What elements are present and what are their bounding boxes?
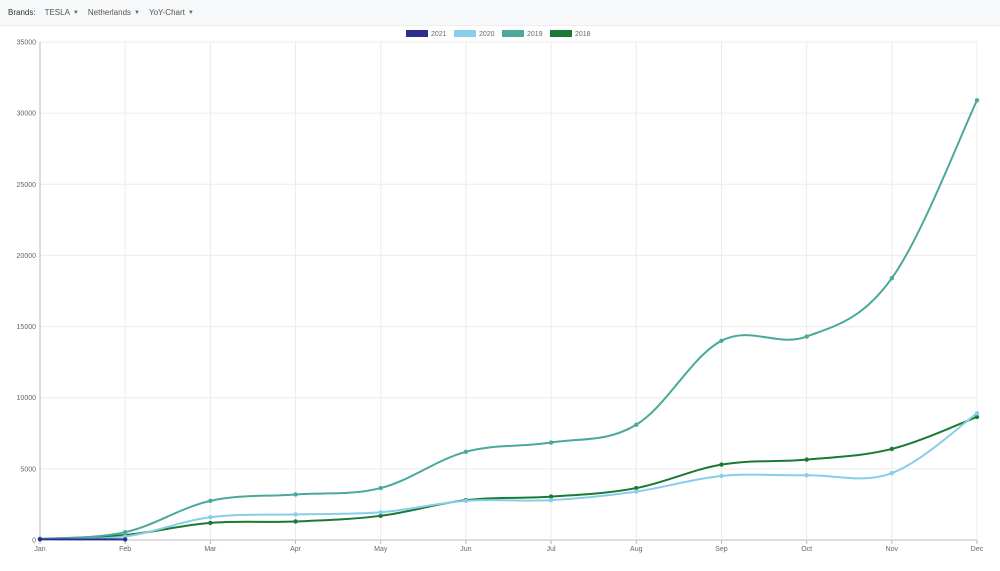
y-tick-label: 20000 xyxy=(17,253,37,260)
data-point-2020[interactable] xyxy=(293,512,297,516)
view-dropdown[interactable]: YoY-Chart ▼ xyxy=(149,8,194,17)
data-point-2020[interactable] xyxy=(379,510,383,514)
brands-label: Brands: xyxy=(8,8,36,17)
brand-dropdown-value: TESLA xyxy=(45,8,70,17)
x-tick-label: Oct xyxy=(801,546,812,553)
data-point-2019[interactable] xyxy=(123,530,127,534)
legend-swatch-2021[interactable] xyxy=(406,30,428,37)
x-tick-label: Mar xyxy=(204,546,217,553)
caret-down-icon: ▼ xyxy=(188,10,194,16)
series-line-2019 xyxy=(40,100,977,539)
y-tick-label: 30000 xyxy=(17,111,37,118)
data-point-2018[interactable] xyxy=(804,457,808,461)
x-tick-label: Feb xyxy=(119,546,131,553)
data-point-2020[interactable] xyxy=(208,515,212,519)
legend-label-2019[interactable]: 2019 xyxy=(527,31,543,38)
y-tick-label: 15000 xyxy=(17,324,37,331)
y-tick-label: 35000 xyxy=(17,40,37,47)
data-point-2021[interactable] xyxy=(38,537,42,541)
series-line-2020 xyxy=(40,413,977,539)
legend-label-2021[interactable]: 2021 xyxy=(431,31,447,38)
data-point-2021[interactable] xyxy=(123,537,127,541)
x-tick-label: Jan xyxy=(34,546,45,553)
data-point-2019[interactable] xyxy=(379,486,383,490)
data-point-2020[interactable] xyxy=(804,473,808,477)
x-tick-label: Dec xyxy=(971,546,984,553)
data-point-2019[interactable] xyxy=(293,492,297,496)
y-tick-label: 25000 xyxy=(17,182,37,189)
legend-label-2018[interactable]: 2018 xyxy=(575,31,591,38)
data-point-2019[interactable] xyxy=(719,339,723,343)
legend-swatch-2019[interactable] xyxy=(502,30,524,37)
x-tick-label: Jun xyxy=(460,546,471,553)
data-point-2020[interactable] xyxy=(975,411,979,415)
data-point-2020[interactable] xyxy=(634,489,638,493)
data-point-2019[interactable] xyxy=(975,98,979,102)
y-tick-label: 0 xyxy=(32,538,36,545)
data-point-2020[interactable] xyxy=(890,471,894,475)
data-point-2020[interactable] xyxy=(549,498,553,502)
data-point-2018[interactable] xyxy=(208,521,212,525)
y-tick-label: 10000 xyxy=(17,395,37,402)
country-dropdown[interactable]: Netherlands ▼ xyxy=(88,8,140,17)
line-chart: 0 5000 10000 15000 20000 25000 30000 35000 Jan Fe… xyxy=(0,26,1000,566)
legend-label-2020[interactable]: 2020 xyxy=(479,31,495,38)
caret-down-icon: ▼ xyxy=(73,10,79,16)
legend-swatch-2020[interactable] xyxy=(454,30,476,37)
data-point-2019[interactable] xyxy=(464,450,468,454)
legend-swatch-2018[interactable] xyxy=(550,30,572,37)
view-dropdown-value: YoY-Chart xyxy=(149,8,185,17)
data-point-2019[interactable] xyxy=(804,334,808,338)
data-point-2019[interactable] xyxy=(634,423,638,427)
x-tick-label: Jul xyxy=(547,546,556,553)
data-point-2018[interactable] xyxy=(293,519,297,523)
caret-down-icon: ▼ xyxy=(134,10,140,16)
data-point-2019[interactable] xyxy=(890,276,894,280)
x-tick-label: Aug xyxy=(630,546,643,553)
data-point-2018[interactable] xyxy=(890,447,894,451)
y-tick-label: 5000 xyxy=(20,466,36,473)
x-tick-label: Apr xyxy=(290,546,302,553)
x-tick-label: Nov xyxy=(886,546,899,553)
chart-area: 0 5000 10000 15000 20000 25000 30000 35000 Jan Fe… xyxy=(0,26,1000,566)
data-point-2020[interactable] xyxy=(719,474,723,478)
data-point-2020[interactable] xyxy=(464,499,468,503)
data-point-2018[interactable] xyxy=(719,462,723,466)
country-dropdown-value: Netherlands xyxy=(88,8,131,17)
x-tick-label: May xyxy=(374,546,388,553)
x-tick-label: Sep xyxy=(715,546,728,553)
toolbar: Brands: TESLA ▼ Netherlands ▼ YoY-Chart … xyxy=(0,0,1000,26)
data-point-2019[interactable] xyxy=(549,440,553,444)
brand-dropdown[interactable]: TESLA ▼ xyxy=(45,8,79,17)
data-point-2019[interactable] xyxy=(208,499,212,503)
